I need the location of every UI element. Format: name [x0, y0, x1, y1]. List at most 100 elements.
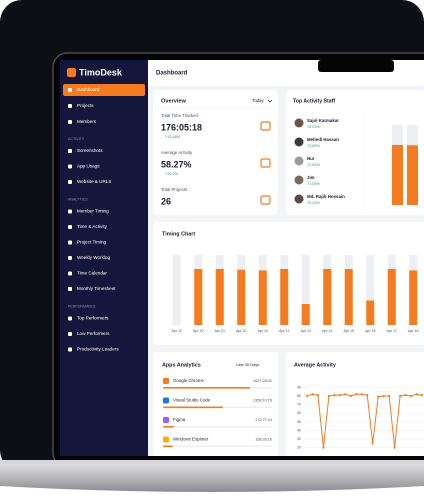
y-tick-label: 90: [297, 385, 301, 389]
stat-change: +13.48%: [165, 135, 181, 139]
page-title: Dashboard: [156, 71, 188, 77]
timing-bar: [237, 269, 246, 325]
activity-card: [286, 352, 424, 456]
x-tick-label: Apr 14: [322, 329, 333, 333]
nav-heading: PERFORMANCE: [68, 304, 97, 308]
activity-point: [398, 394, 402, 398]
activity-point: [349, 394, 352, 398]
nav-item[interactable]: Weekly Worklog: [77, 255, 110, 260]
timing-bar: [366, 300, 375, 325]
y-tick-label: 50: [297, 420, 301, 424]
app-time: 1027:28:42: [253, 379, 272, 383]
stat-value: 26: [161, 196, 171, 206]
stat-icon: [260, 121, 271, 131]
app-name: Visual Studio Code: [173, 398, 211, 403]
staff-bar: [407, 145, 418, 205]
nav-icon: [68, 180, 72, 184]
card-title: Overview: [161, 98, 187, 104]
stat-icon: [260, 195, 271, 205]
nav-icon: [68, 209, 72, 214]
timing-bar: [280, 269, 289, 325]
card-title: Apps Analytics: [162, 362, 201, 368]
timing-bar: [387, 269, 396, 325]
staff-activity: 74.65%: [307, 144, 321, 148]
laptop-base: [0, 462, 424, 492]
y-tick-label: 40: [297, 428, 301, 432]
dropdown-icon: [267, 99, 273, 103]
camera-notch: [318, 60, 394, 72]
staff-name: Md. Rajib Hossain: [307, 194, 345, 199]
app-name: Figma: [173, 417, 186, 422]
sidebar: [60, 60, 148, 456]
x-tick-label: Apr 18: [408, 329, 419, 333]
activity-point: [360, 393, 363, 396]
nav-item[interactable]: Screenshots: [77, 148, 103, 153]
app-track: [163, 445, 272, 448]
activity-point: [382, 394, 385, 398]
avatar: [294, 137, 304, 147]
activity-point: [322, 446, 325, 449]
activity-point: [377, 395, 380, 398]
y-tick-label: 20: [297, 446, 301, 450]
app-icon: [163, 436, 169, 443]
activity-point: [393, 446, 396, 449]
app-bar: [163, 387, 251, 389]
app-name: Google Chrome: [173, 378, 205, 383]
logo-icon: [67, 68, 76, 77]
card-title: Top Activity Staff: [293, 98, 335, 104]
nav-item[interactable]: Member Timing: [77, 209, 109, 214]
nav-item[interactable]: App Usage: [77, 164, 100, 169]
x-tick-label: Apr 16: [365, 329, 376, 333]
nav-icon: [68, 271, 72, 276]
period-select[interactable]: Today: [252, 98, 265, 103]
stat-value: 58.27%: [161, 159, 192, 169]
nav-item[interactable]: Monthly Timesheet: [77, 286, 116, 291]
avatar: [294, 175, 304, 185]
nav-item[interactable]: Time & Activity: [77, 224, 108, 229]
app-icon: [163, 417, 169, 423]
app-icon: [163, 378, 169, 384]
timing-track: [366, 255, 375, 325]
activity-point: [409, 394, 413, 398]
nav-item[interactable]: Dashboard: [77, 87, 100, 92]
nav-heading: ACTIVITY: [68, 137, 85, 141]
nav-item[interactable]: Productivity Leaders: [77, 347, 119, 352]
app-bar: [163, 406, 223, 409]
x-tick-label: Apr 15: [343, 329, 354, 333]
nav-icon: [68, 240, 72, 245]
x-tick-label: Apr 12: [171, 329, 182, 333]
nav-icon: [68, 88, 72, 92]
staff-activity: 75.03%: [307, 125, 321, 129]
staff-name: Nur: [307, 156, 315, 161]
activity-point: [371, 442, 374, 445]
staff-name: Mehedi Hassan: [307, 137, 339, 142]
nav-item[interactable]: Low Performers: [77, 331, 110, 336]
nav-icon: [68, 120, 72, 124]
card-title: Average Activity: [294, 362, 336, 368]
timing-bar: [194, 269, 203, 325]
avatar: [294, 118, 304, 128]
timing-bar: [301, 304, 310, 325]
overview-card: [153, 90, 278, 215]
period-select[interactable]: Last 30 Days: [236, 362, 259, 367]
nav-icon: [68, 287, 72, 291]
nav-heading: ANALYTICS: [68, 197, 88, 201]
nav-item[interactable]: Time Calendar: [77, 271, 107, 276]
activity-point: [366, 393, 369, 397]
avatar: [294, 194, 304, 204]
app-bar: [163, 426, 174, 428]
nav-item[interactable]: Top Performers: [77, 316, 109, 321]
nav-item[interactable]: Projects: [77, 103, 94, 108]
nav-item[interactable]: Project Timing: [77, 240, 107, 245]
card-title: Timing Chart: [162, 231, 195, 237]
nav-icon: [68, 256, 72, 260]
nav-item[interactable]: Members: [77, 119, 97, 124]
nav-icon: [68, 332, 72, 336]
nav-icon: [68, 225, 72, 229]
x-tick-label: Apr 10: [257, 329, 268, 333]
logo: TimoDesk: [79, 67, 123, 77]
app-name: Windows Explorer: [173, 437, 209, 442]
nav-item[interactable]: Website & URLS: [77, 179, 111, 184]
nav-icon: [68, 316, 72, 321]
timing-bar: [215, 269, 224, 325]
